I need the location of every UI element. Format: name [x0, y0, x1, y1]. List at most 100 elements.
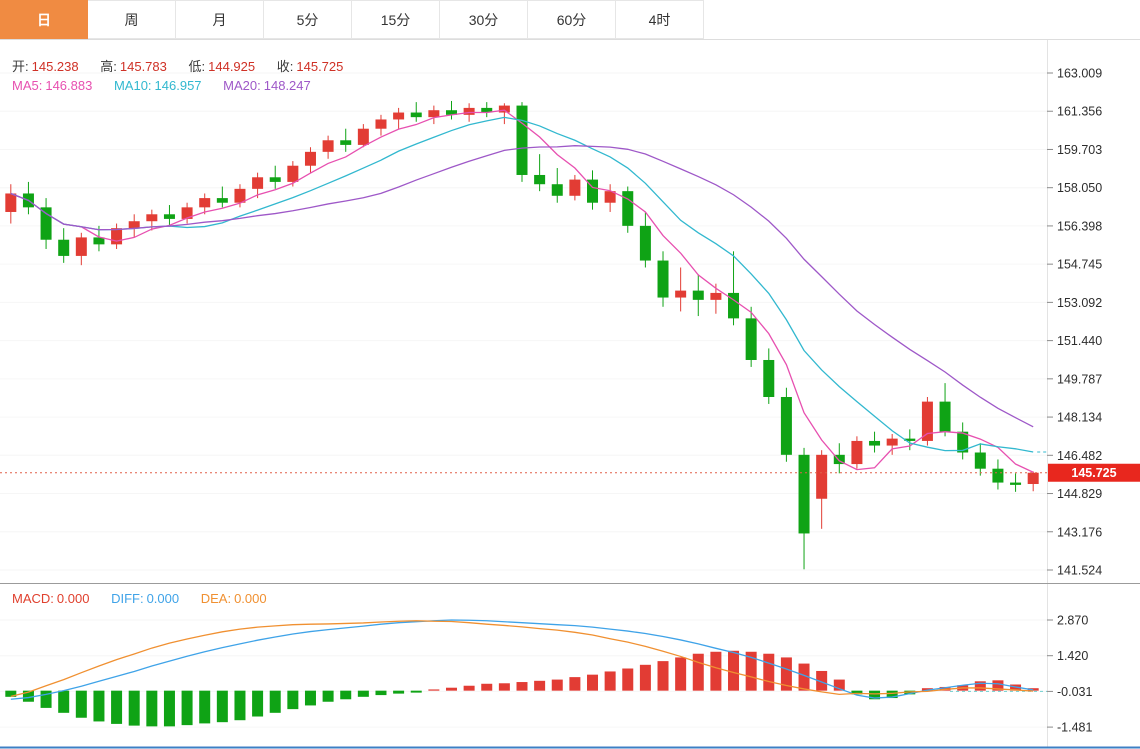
macd-hist-bar [692, 653, 704, 691]
ma-line-5 [10, 109, 1034, 473]
price-tick-label: 158.050 [1057, 181, 1102, 195]
macd-hist-bar [974, 681, 986, 691]
tab-daily[interactable]: 日 [0, 0, 88, 39]
tab-60min[interactable]: 60分 [528, 0, 616, 39]
candle-body [163, 214, 175, 219]
candle-body [481, 107, 493, 113]
tab-monthly[interactable]: 月 [176, 0, 264, 39]
macd-hist-bar [199, 690, 211, 724]
macd-hist-bar [675, 657, 687, 691]
price-tick-label: 154.745 [1057, 258, 1102, 272]
macd-hist-bar [252, 690, 264, 717]
macd-hist-bar [780, 657, 792, 691]
macd-hist-bar [428, 689, 440, 691]
macd-hist-bar [287, 690, 299, 710]
tab-4hour[interactable]: 4时 [616, 0, 704, 39]
price-tick-label: 163.009 [1057, 67, 1102, 81]
macd-hist-bar [763, 653, 775, 691]
macd-hist-bar [657, 661, 669, 691]
macd-hist-bar [322, 690, 334, 702]
candle-body [287, 165, 299, 182]
macd-hist-bar [40, 690, 52, 708]
macd-tick-label: 2.870 [1057, 614, 1088, 628]
macd-hist-bar [128, 690, 140, 726]
macd-hist-bar [833, 679, 845, 691]
macd-hist-bar [75, 690, 87, 718]
dividers-layer [0, 583, 1140, 749]
candle-body [75, 237, 87, 256]
tab-30min[interactable]: 30分 [440, 0, 528, 39]
candle-body [498, 105, 510, 113]
candlestick-chart-canvas[interactable]: 163.009 161.356 159.703 158.050 156.398 154.7… [0, 40, 1140, 749]
candle-body [710, 292, 722, 300]
macd-hist-bar [622, 668, 634, 691]
macd-layer [5, 619, 1047, 727]
tab-5min[interactable]: 5分 [264, 0, 352, 39]
price-tick-label: 153.092 [1057, 296, 1102, 310]
candle-body [657, 260, 669, 298]
last-price-tag [1048, 463, 1140, 482]
macd-hist-bar [569, 677, 581, 691]
candle-body [445, 110, 457, 115]
macd-hist-bar [516, 682, 528, 691]
candle-body [1010, 482, 1022, 485]
candle-body [234, 188, 246, 203]
tab-weekly[interactable]: 周 [88, 0, 176, 39]
macd-hist-bar [816, 670, 828, 691]
candle-body [869, 440, 881, 446]
candle-body [728, 292, 740, 319]
candle-body [604, 191, 616, 203]
price-tick-label: 143.176 [1057, 525, 1102, 539]
candle-body [833, 454, 845, 465]
macd-hist-bar [58, 690, 70, 713]
macd-hist-bar [921, 688, 933, 691]
candles-layer [5, 100, 1039, 570]
candle-body [798, 454, 810, 534]
macd-hist-bar [410, 690, 422, 693]
candle-body [357, 128, 369, 145]
candle-body [340, 140, 352, 145]
candle-body [763, 359, 775, 397]
macd-hist-bar [745, 651, 757, 691]
chart-area: 163.009 161.356 159.703 158.050 156.398 154.7… [0, 40, 1140, 749]
price-tick-label: 159.703 [1057, 143, 1102, 157]
macd-hist-bar [604, 671, 616, 691]
price-tick-label: 149.787 [1057, 372, 1102, 386]
candle-body [252, 177, 264, 189]
macd-hist-bar [234, 690, 246, 721]
candle-body [40, 207, 52, 240]
candle-body [851, 440, 863, 465]
candle-body [816, 454, 828, 499]
candle-body [199, 198, 211, 208]
macd-hist-bar [340, 690, 352, 700]
candle-body [93, 237, 105, 245]
ma-line-20 [10, 145, 1034, 428]
macd-tick-label: -1.481 [1057, 721, 1092, 735]
macd-hist-bar [551, 679, 563, 691]
macd-hist-bar [216, 690, 228, 723]
ma-line-10 [10, 116, 1034, 453]
price-tag-layer: 145.725 [1048, 463, 1140, 482]
macd-hist-bar [163, 690, 175, 727]
candle-body [410, 112, 422, 118]
candle-body [5, 193, 17, 212]
macd-hist-bar [710, 651, 722, 691]
macd-hist-bar [798, 663, 810, 691]
macd-hist-bar [992, 680, 1004, 691]
candle-body [939, 401, 951, 432]
candle-body [780, 396, 792, 455]
price-tick-label: 146.482 [1057, 449, 1102, 463]
candle-body [921, 401, 933, 441]
tabbar-spacer [704, 0, 1140, 39]
diff-line [10, 619, 1034, 700]
macd-hist-bar [269, 690, 281, 713]
candle-body [322, 140, 334, 152]
candle-body [269, 177, 281, 182]
macd-hist-bar [181, 690, 193, 726]
candle-body [551, 184, 563, 196]
candle-body [181, 207, 193, 219]
tab-15min[interactable]: 15分 [352, 0, 440, 39]
candle-body [974, 452, 986, 469]
macd-hist-bar [869, 690, 881, 700]
candle-body [58, 239, 70, 256]
